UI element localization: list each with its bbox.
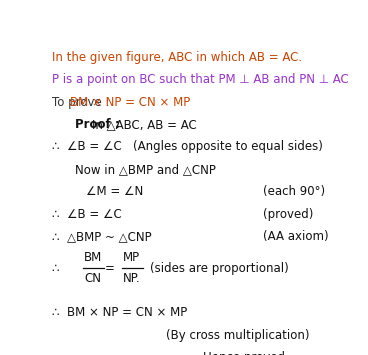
Text: (each 90°): (each 90°) [263,185,325,198]
Text: ∴  BM × NP = CN × MP: ∴ BM × NP = CN × MP [52,306,187,320]
Text: In △ABC, AB = AC: In △ABC, AB = AC [92,118,197,131]
Text: ∴  ∠B = ∠C: ∴ ∠B = ∠C [52,208,121,221]
Text: =: = [105,262,115,275]
Text: ∴  △BMP ~ △CNP: ∴ △BMP ~ △CNP [52,230,151,243]
Text: CN: CN [85,272,102,285]
Text: (By cross multiplication): (By cross multiplication) [166,329,309,342]
Text: In the given figure, ABC in which AB = AC.: In the given figure, ABC in which AB = A… [52,51,302,64]
Text: (sides are proportional): (sides are proportional) [150,262,289,275]
Text: ∴  ∠B = ∠C   (Angles opposite to equal sides): ∴ ∠B = ∠C (Angles opposite to equal side… [52,141,323,153]
Text: P is a point on BC such that PM ⊥ AB and PN ⊥ AC: P is a point on BC such that PM ⊥ AB and… [52,73,348,86]
Text: (proved): (proved) [263,208,313,221]
Text: BM: BM [84,251,102,264]
Text: MP: MP [123,251,140,264]
Text: Proof :: Proof : [74,118,123,131]
Text: ∠M = ∠N: ∠M = ∠N [86,185,143,198]
Text: (AA axiom): (AA axiom) [263,230,328,243]
Text: To prove :: To prove : [52,95,113,109]
Text: NP.: NP. [123,272,140,285]
Text: Now in △BMP and △CNP: Now in △BMP and △CNP [74,163,215,176]
Text: BM × NP = CN × MP: BM × NP = CN × MP [70,95,190,109]
Text: ∴: ∴ [52,262,59,275]
Text: Hence proved.: Hence proved. [203,351,289,355]
